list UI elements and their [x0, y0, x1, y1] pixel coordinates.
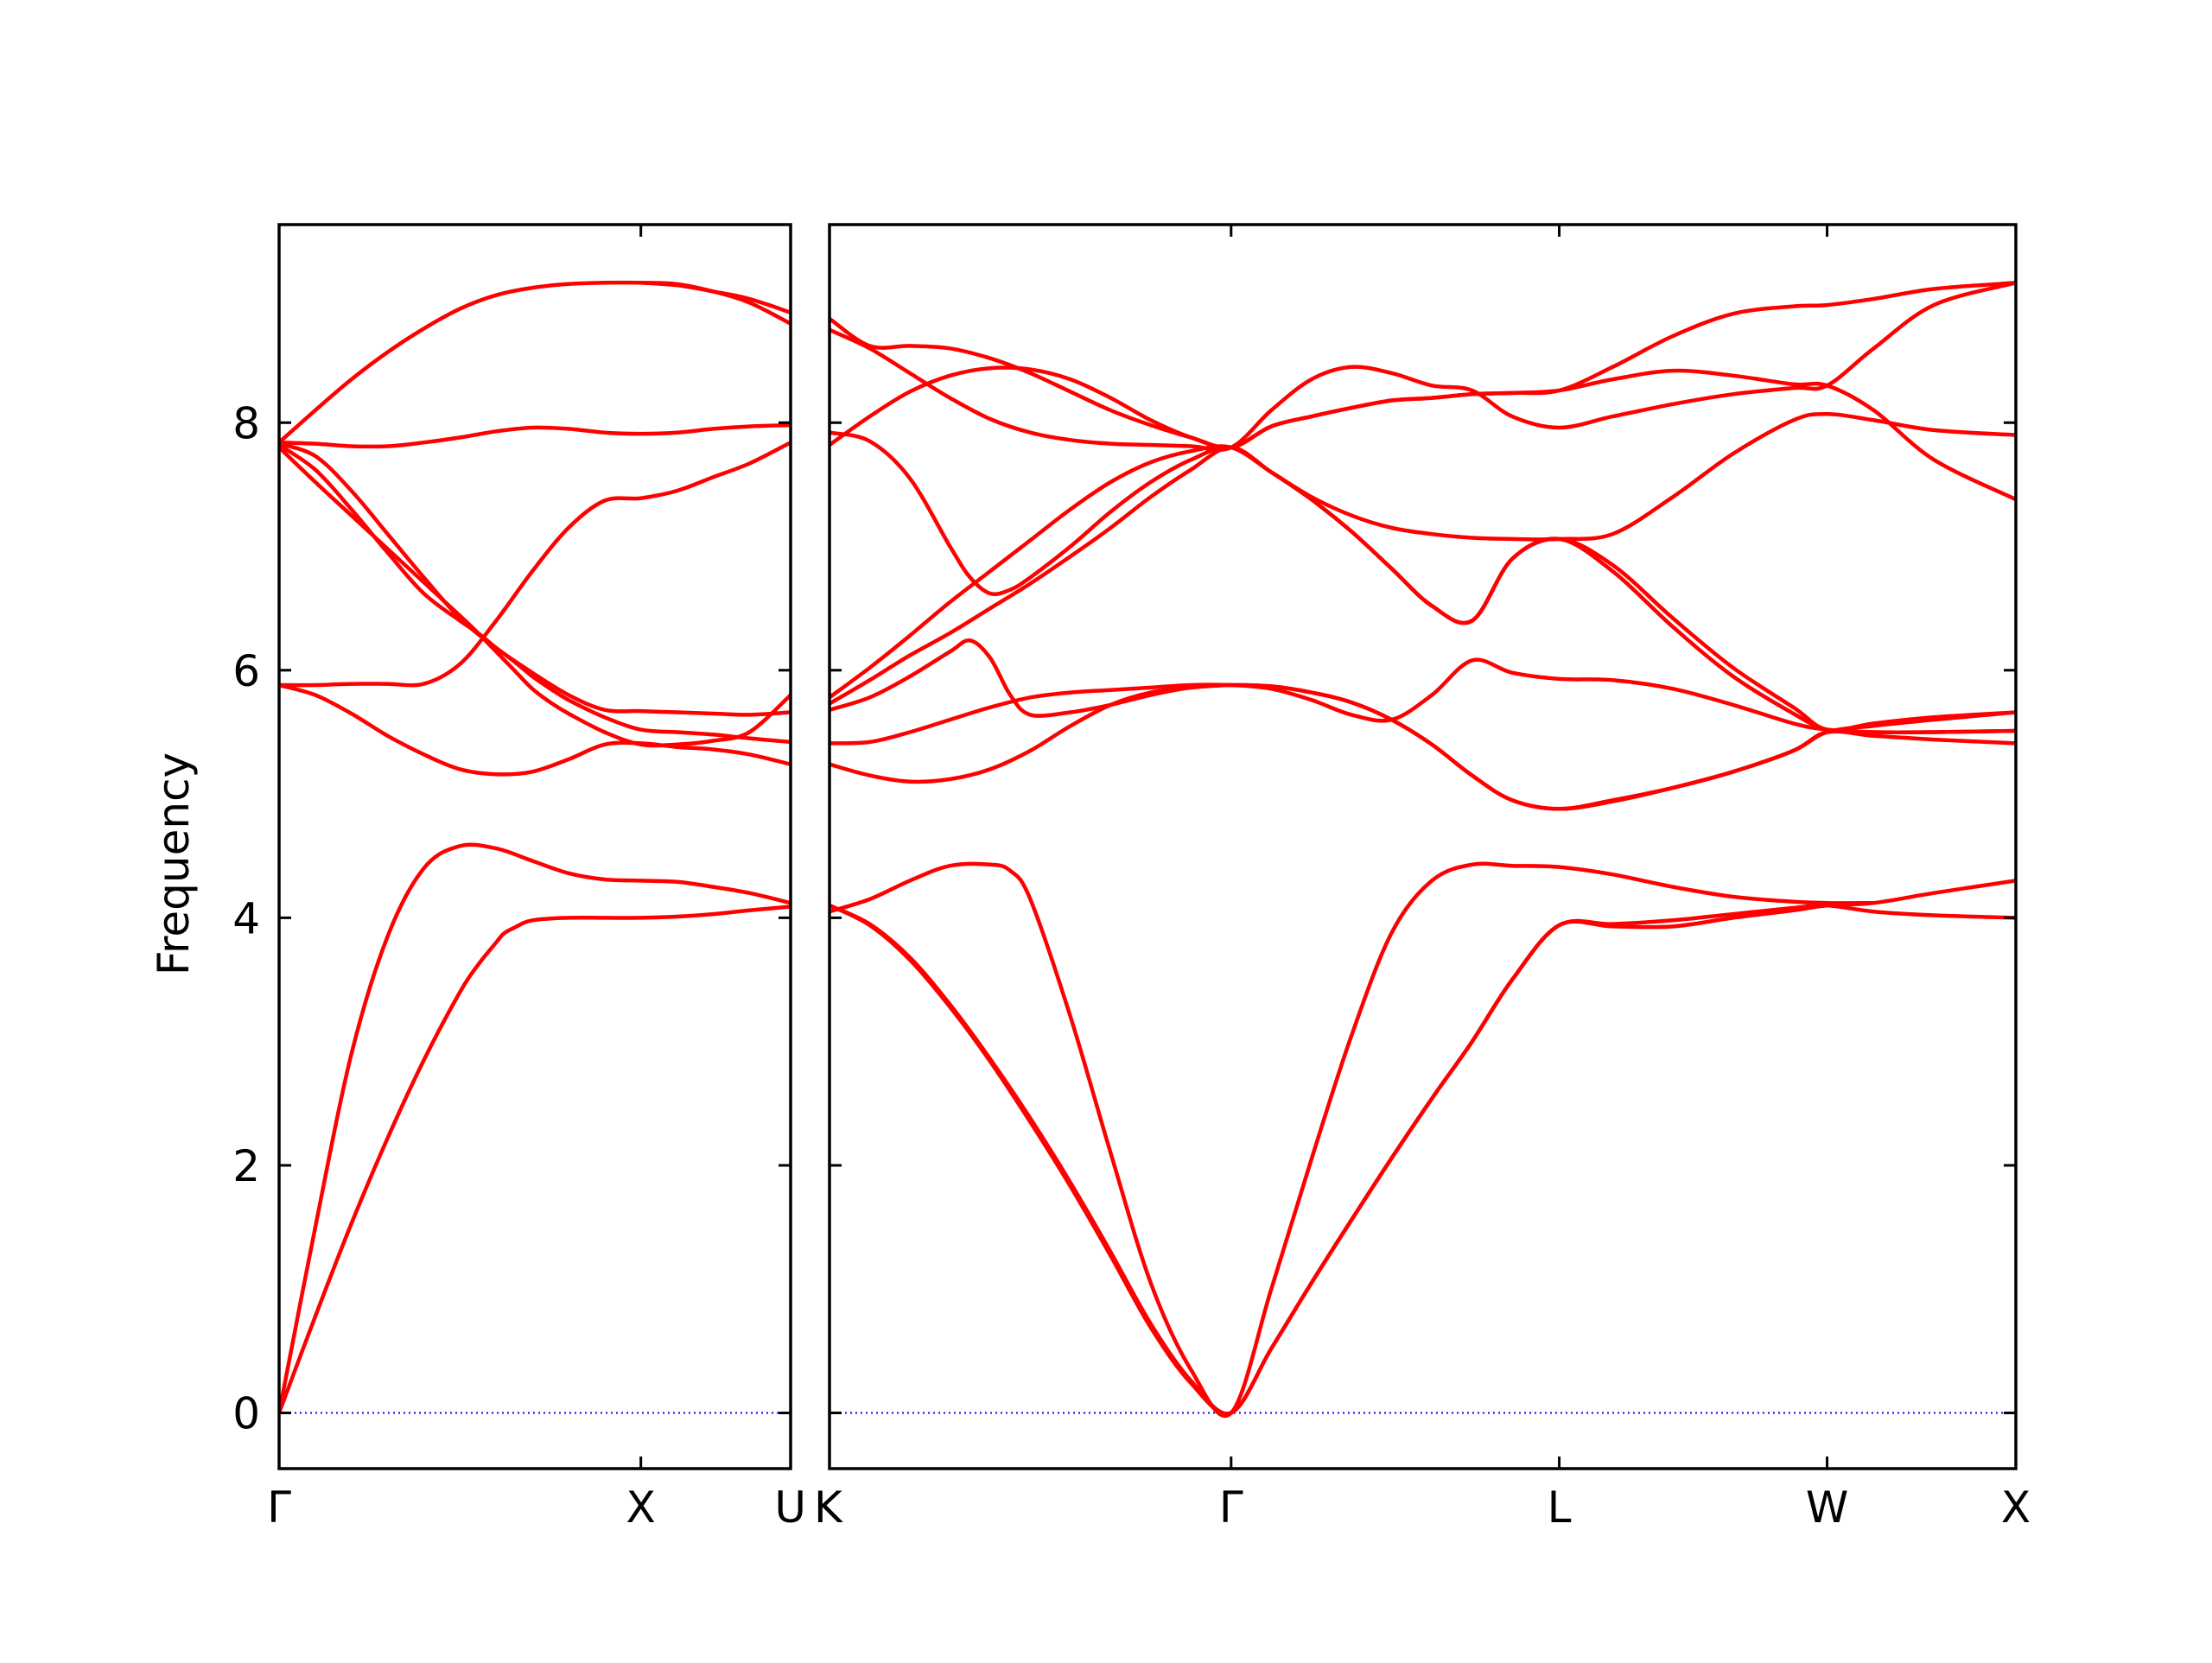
y-axis-label: Frequency: [149, 752, 199, 975]
y-tick-label: 4: [232, 893, 260, 943]
x-tick-label-2-1: K: [814, 1482, 843, 1533]
band-lines-panel-1: [279, 280, 791, 1415]
band-line-1: [279, 904, 791, 1415]
panel-frame: [277, 223, 792, 1470]
y-tick-label: 8: [232, 398, 260, 448]
band-line-5: [830, 657, 2016, 746]
x-tick-label-1-1: Γ: [267, 1482, 291, 1533]
y-tick-label: 0: [232, 1389, 260, 1439]
x-tick-label-1-3: U: [774, 1482, 806, 1533]
band-line-4: [279, 440, 791, 688]
band-line-8: [279, 422, 791, 449]
x-tick-label-2-3: L: [1548, 1482, 1572, 1533]
band-lines-panel-2: [830, 281, 2016, 1418]
x-tick-label-2-4: W: [1806, 1482, 1848, 1533]
band-line-9: [830, 411, 2016, 597]
panel-1: 0 2 4 6 8 Γ X U: [232, 223, 806, 1533]
band-line-3: [830, 861, 1876, 1418]
band-line-1: [830, 903, 2016, 1416]
x-tick-label-2-2: Γ: [1219, 1482, 1243, 1533]
x-tick-label-2-5: X: [2001, 1482, 2031, 1533]
band-line-9: [279, 280, 791, 445]
y-tick-label: 6: [232, 646, 260, 696]
band-line-11: [830, 281, 2016, 452]
y-tick-label: 2: [232, 1141, 260, 1191]
band-line-3: [279, 682, 791, 777]
band-line-5: [279, 445, 791, 748]
band-line-8: [830, 444, 2016, 733]
x-tick-label-1-2: X: [626, 1482, 656, 1533]
panel-frame: [828, 223, 2018, 1470]
band-line-2: [830, 879, 2016, 1416]
band-line-6: [830, 638, 2016, 811]
band-line-10: [639, 281, 791, 314]
band-line-10: [830, 365, 2016, 502]
band-line-2: [279, 842, 791, 1415]
band-line-7: [279, 441, 791, 717]
band-line-12: [830, 281, 2016, 450]
band-line-6: [279, 442, 791, 745]
